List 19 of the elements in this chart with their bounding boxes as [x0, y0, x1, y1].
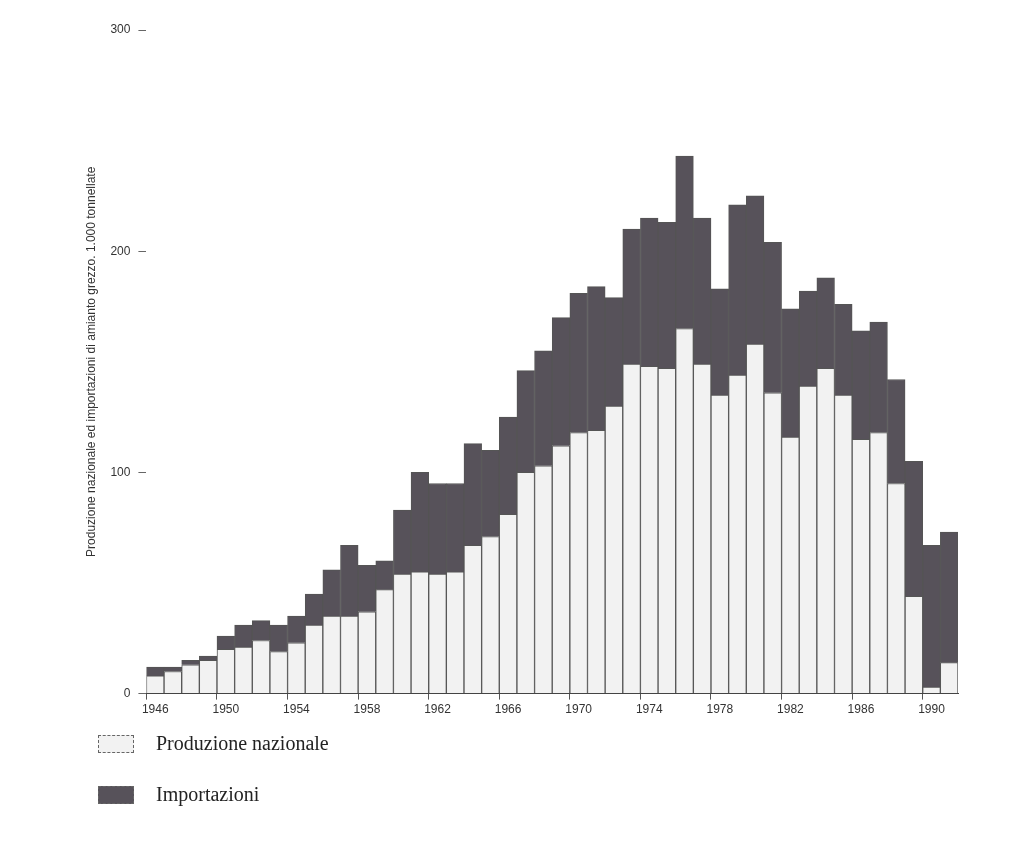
y-tick-label: 200: [110, 243, 131, 258]
series-label: Produzione nazionale: [156, 732, 329, 755]
y-tick-label: 300: [110, 22, 131, 37]
x-tick-label: 1974: [635, 702, 663, 717]
x-tick-label: 1990: [918, 702, 946, 717]
x-tick-label: 1950: [212, 702, 240, 717]
y-tick-label: 100: [110, 464, 131, 479]
x-tick-label: 1982: [777, 702, 805, 717]
x-tick-label: 1970: [565, 702, 593, 717]
x-tick-label: 1946: [141, 702, 169, 717]
x-tick-label: 1954: [283, 702, 311, 717]
y-axis-title: Produzione nazionale ed importazioni di amianto grezzo. 1.000 tonnellate: [83, 166, 98, 557]
x-tick-label: 1986: [847, 702, 875, 717]
legend-label: Importazioni: [156, 783, 260, 806]
x-tick-label: 1966: [494, 702, 522, 717]
x-tick-label: 1978: [706, 702, 734, 717]
x-tick-label: 1962: [424, 702, 452, 717]
x-tick-label: 1958: [353, 702, 381, 717]
y-tick-label: 0: [123, 685, 131, 700]
